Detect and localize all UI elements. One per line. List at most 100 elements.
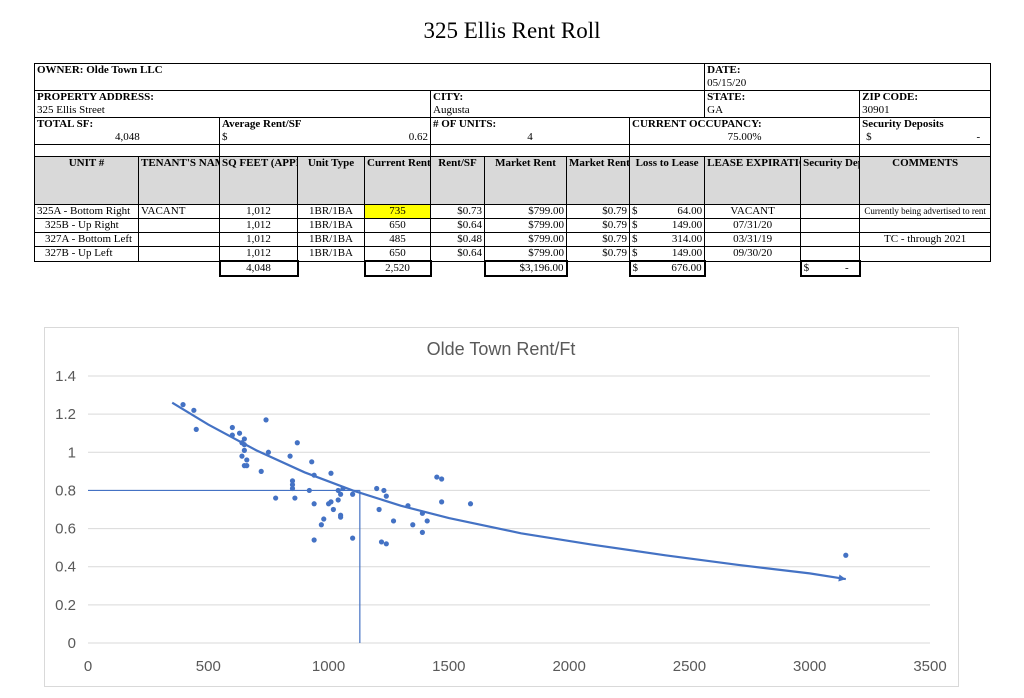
data-point (311, 501, 317, 507)
market-rent-cell: $799.00 (484, 232, 567, 247)
security-deposits-cell: Security Deposits $ - (859, 117, 992, 145)
date-label: DATE: (707, 64, 741, 77)
comments-cell (859, 218, 992, 233)
page-title: 325 Ellis Rent Roll (423, 18, 601, 43)
col-type: Unit Type (297, 156, 365, 205)
comments-cell: TC - through 2021 (859, 232, 992, 247)
table-row: 325A - Bottom Right VACANT 1,012 1BR/1BA… (34, 204, 992, 219)
data-point (241, 442, 247, 448)
security-deposits-label: Security Deposits (862, 118, 944, 131)
current-rent-cell-highlighted[interactable]: 735 (364, 204, 431, 219)
y-tick-label: 0.4 (55, 559, 76, 576)
data-point (241, 436, 247, 442)
data-point (330, 506, 336, 513)
rent-sf-cell: $0.64 (430, 218, 485, 233)
date-cell: DATE: 05/15/20 (704, 63, 992, 91)
expiration-cell: VACANT (704, 204, 802, 219)
data-point (383, 541, 389, 547)
empty-cell (567, 261, 630, 276)
data-point (424, 518, 430, 524)
data-point (390, 518, 397, 524)
spacer-cell (34, 144, 220, 157)
data-point (381, 487, 387, 494)
type-cell: 1BR/1BA (297, 204, 365, 219)
y-tick-label: 0.6 (55, 521, 76, 538)
empty-cell (139, 261, 220, 276)
data-point (289, 482, 296, 488)
x-tick-label: 1000 (312, 658, 345, 675)
col-sqft: SQ FEET (APPROX.) (219, 156, 298, 205)
expiration-cell: 07/31/20 (704, 218, 802, 233)
data-point (374, 485, 380, 492)
y-axis-ticks: 0 0.2 0.4 0.6 0.8 1 1.2 1.4 (55, 368, 76, 652)
data-point (193, 426, 199, 432)
units-cell: # OF UNITS: 4 (430, 117, 630, 145)
market-rent-sf-cell: $0.79 (566, 204, 630, 219)
empty-cell (431, 261, 485, 276)
zip-cell: ZIP CODE: 30901 (859, 90, 992, 118)
col-rent-sf: Rent/SF (430, 156, 485, 205)
data-point (241, 447, 247, 453)
data-point (350, 535, 356, 541)
data-point (191, 407, 197, 413)
data-point (338, 491, 344, 497)
units-value: 4 (527, 131, 533, 143)
col-tenant: TENANT'S NAME (138, 156, 220, 205)
total-sf-label: TOTAL SF: (37, 118, 94, 131)
data-point (236, 430, 243, 436)
total-sf-value: 4,048 (115, 131, 140, 143)
rent-sf-cell: $0.48 (430, 232, 485, 247)
data-point (434, 474, 440, 480)
table-row: 327A - Bottom Left 1,012 1BR/1BA 485 $0.… (34, 232, 992, 247)
address-value: 325 Ellis Street (37, 104, 105, 116)
occupancy-label: CURRENT OCCUPANCY: (632, 118, 762, 131)
loss-currency: $ (632, 233, 638, 246)
data-point (338, 514, 344, 520)
data-point (340, 485, 346, 492)
type-cell: 1BR/1BA (297, 218, 365, 233)
market-rent-cell: $799.00 (484, 218, 567, 233)
x-tick-label: 3000 (793, 658, 826, 675)
data-point (287, 453, 293, 459)
trendline-path (171, 401, 846, 581)
deposit-cell (800, 232, 861, 247)
chart-svg: Olde Town Rent/Ft 0 0.2 0.4 0.6 0.8 1 1.2 1.4 0… (55, 339, 947, 675)
type-cell: 1BR/1BA (297, 232, 365, 247)
data-point (306, 487, 312, 494)
comments-cell: Currently being advertised to rent (859, 204, 992, 219)
total-sf-cell: TOTAL SF: 4,048 (34, 117, 220, 145)
loss-value: 149.00 (671, 219, 703, 232)
expiration-cell: 03/31/19 (704, 232, 802, 247)
state-value: GA (707, 104, 724, 116)
totals-row: 4,048 2,520 $3,196.00 $676.00 $ - (35, 260, 991, 277)
data-point (239, 453, 245, 459)
trendline-arrowhead (838, 574, 846, 582)
x-tick-label: 3500 (913, 658, 946, 675)
sqft-cell: 1,012 (219, 246, 298, 262)
occupancy-cell: CURRENT OCCUPANCY: 75.00% (628, 117, 861, 145)
sqft-cell: 1,012 (219, 204, 298, 219)
data-point (258, 468, 264, 474)
y-tick-label: 1 (68, 444, 76, 461)
reference-lines (88, 489, 361, 643)
col-market-rent: Market Rent (484, 156, 567, 205)
address-row: PROPERTY ADDRESS: 325 Ellis Street CITY:… (34, 90, 992, 118)
spacer-cell (430, 144, 630, 157)
col-current-rent: Current Rent (364, 156, 431, 205)
current-rent-cell: 485 (364, 232, 431, 247)
data-point (311, 537, 317, 543)
date-value: 05/15/20 (707, 77, 747, 89)
data-point (405, 503, 411, 509)
col-market-rent-sf: Market Rent/SF (566, 156, 630, 205)
owner-label: OWNER: (37, 64, 84, 77)
avg-rent-sf-cell: Average Rent/SF $0.62 (219, 117, 431, 145)
spacer-cell (219, 144, 431, 157)
current-rent-cell: 650 (364, 218, 431, 233)
zip-label: ZIP CODE: (862, 91, 919, 104)
market-rent-sf-cell: $0.79 (566, 232, 630, 247)
expiration-cell: 09/30/20 (704, 246, 802, 262)
total-rent-cell: 2,520 (363, 260, 432, 277)
col-loss-to-lease: Loss to Lease (628, 156, 706, 205)
data-point (244, 463, 250, 469)
empty-cell (705, 261, 801, 276)
